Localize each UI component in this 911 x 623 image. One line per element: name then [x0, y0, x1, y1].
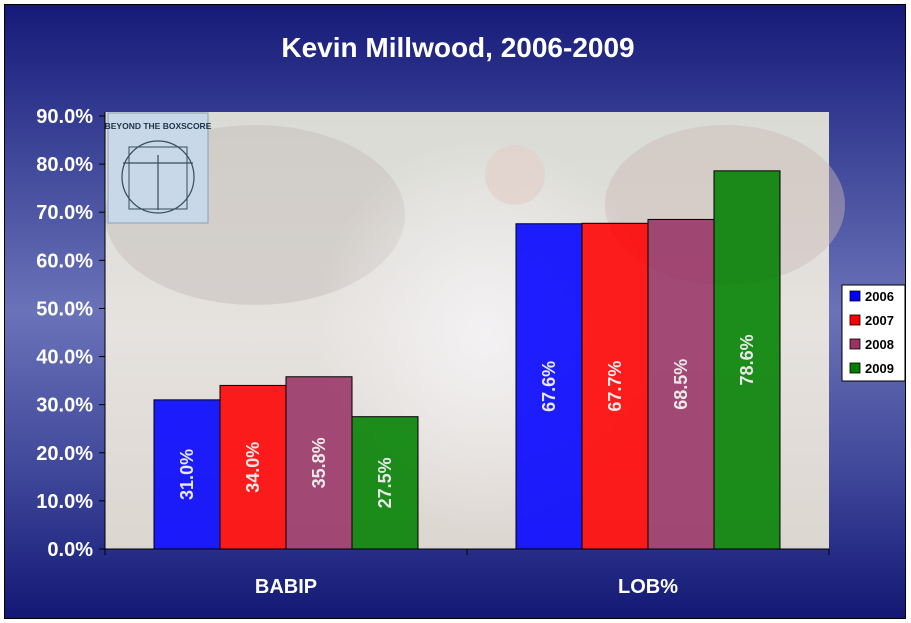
bar-chart: BEYOND THE BOXSCORE Kevin Millwood, 2006…: [36, 32, 905, 598]
y-tick-label: 70.0%: [36, 202, 93, 224]
data-label: 67.7%: [605, 361, 625, 412]
data-label: 78.6%: [737, 334, 757, 385]
chart-title: Kevin Millwood, 2006-2009: [281, 32, 634, 63]
legend-label: 2006: [865, 289, 894, 304]
x-category-label: BABIP: [255, 576, 317, 598]
y-tick-label: 0.0%: [47, 539, 93, 561]
legend-swatch: [849, 314, 861, 326]
legend-swatch: [849, 290, 861, 302]
y-tick-label: 40.0%: [36, 347, 93, 369]
legend: 2006 2007 2008 2009: [841, 284, 905, 382]
data-label: 35.8%: [309, 437, 329, 488]
data-label: 67.6%: [539, 361, 559, 412]
logo-vitruvian-circle: [121, 140, 195, 214]
bar: [351, 416, 419, 550]
y-axis: 0.0% 10.0% 20.0% 30.0% 40.0% 50.0% 60.0% 70.0% 8…: [36, 106, 106, 561]
y-tick-label: 10.0%: [36, 491, 93, 513]
legend-label: 2008: [865, 337, 894, 352]
bar: [219, 384, 287, 550]
data-label: 27.5%: [375, 457, 395, 508]
bar: [713, 170, 781, 550]
chart-frame: BEYOND THE BOXSCORE Kevin Millwood, 2006…: [4, 4, 906, 619]
pitcher-head-shape: [485, 145, 545, 205]
y-tick-label: 80.0%: [36, 154, 93, 176]
data-label: 68.5%: [671, 359, 691, 410]
bar: [515, 223, 583, 550]
y-tick-label: 50.0%: [36, 298, 93, 320]
y-tick-label: 20.0%: [36, 443, 93, 465]
x-axis: BABIP LOB%: [104, 548, 830, 598]
legend-label: 2009: [865, 361, 894, 376]
data-label: 34.0%: [243, 442, 263, 493]
legend-swatch: [849, 338, 861, 350]
bar: [153, 399, 221, 550]
y-tick-label: 90.0%: [36, 106, 93, 128]
logo-text: BEYOND THE BOXSCORE: [105, 121, 212, 131]
data-labels: 31.0% 34.0% 35.8% 27.5% 67.6% 67.7% 68.5% 78.6%: [177, 334, 757, 508]
data-label: 31.0%: [177, 449, 197, 500]
beyond-the-boxscore-logo: BEYOND THE BOXSCORE: [105, 112, 212, 224]
y-tick-label: 60.0%: [36, 250, 93, 272]
bar: [581, 222, 649, 550]
bars: [153, 170, 781, 550]
x-category-label: LOB%: [618, 576, 678, 598]
legend-label: 2007: [865, 313, 894, 328]
y-tick-label: 30.0%: [36, 395, 93, 417]
legend-swatch: [849, 362, 861, 374]
bar: [647, 218, 715, 550]
bar: [285, 376, 353, 550]
